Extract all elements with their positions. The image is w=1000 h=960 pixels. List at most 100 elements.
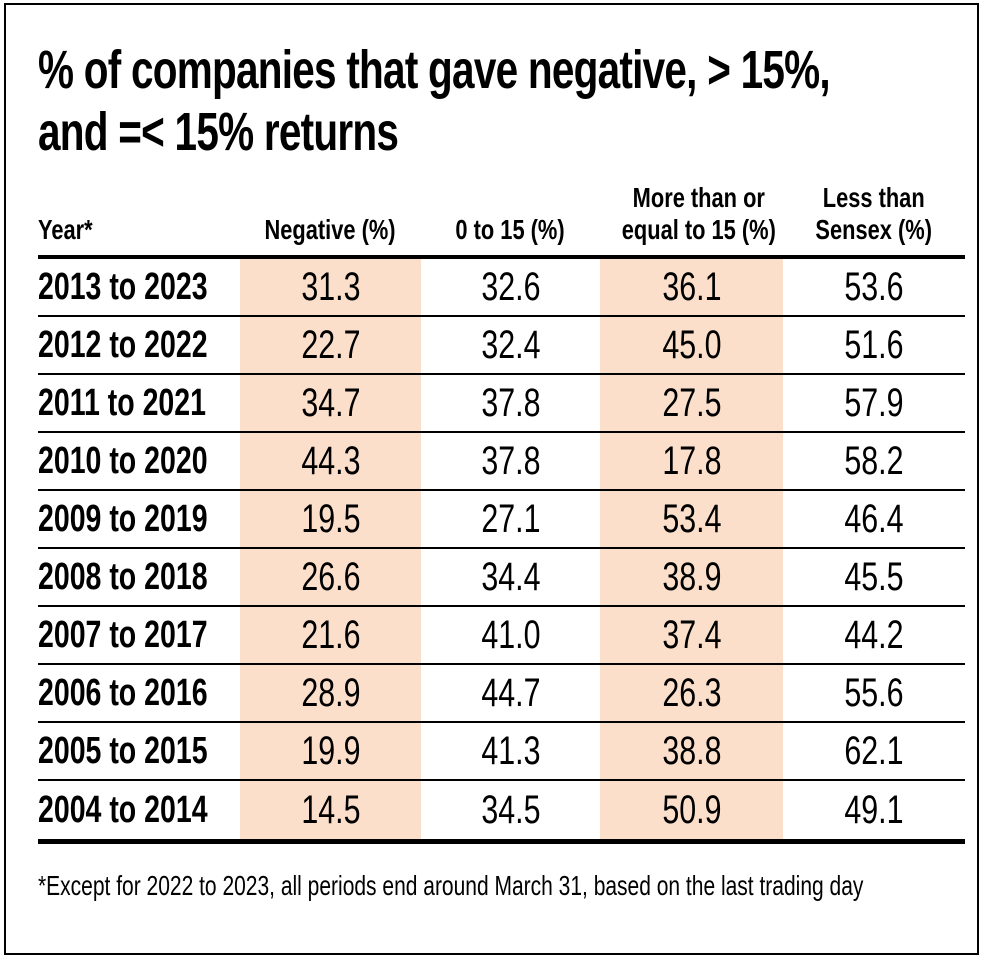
table-row: 2007 to 2017 21.6 41.0 37.4 44.2 [38,607,965,665]
value-cell: 55.6 [783,665,965,721]
value-text: 19.9 [300,728,361,773]
column-header-negative: Negative (%) [240,214,421,246]
value-text: 31.3 [300,264,361,309]
value-text: 49.1 [844,787,904,832]
year-cell: 2008 to 2018 [38,549,240,605]
value-text: 44.3 [300,438,361,483]
value-cell: 51.6 [783,317,965,373]
year-cell: 2005 to 2015 [38,723,240,779]
value-text: 14.5 [300,787,361,832]
table-row: 2013 to 2023 31.3 32.6 36.1 53.6 [38,259,965,317]
year-label: 2009 to 2019 [38,497,208,540]
column-header-year: Year* [38,214,240,246]
year-label: 2010 to 2020 [38,439,208,482]
table-row: 2011 to 2021 34.7 37.8 27.5 57.9 [38,375,965,433]
value-text: 34.5 [480,787,541,832]
value-text: 45.5 [844,554,904,599]
table-row: 2010 to 2020 44.3 37.8 17.8 58.2 [38,433,965,491]
column-header-gte-15-line1: More than or [632,182,765,213]
value-cell: 58.2 [783,433,965,489]
value-text: 41.0 [480,612,541,657]
value-cell: 26.6 [240,549,421,605]
table-row: 2006 to 2016 28.9 44.7 26.3 55.6 [38,665,965,723]
footnote: *Except for 2022 to 2023, all periods en… [38,870,965,902]
year-label: 2012 to 2022 [38,323,208,366]
value-text: 38.8 [661,728,722,773]
table-body: 2013 to 2023 31.3 32.6 36.1 53.6 2012 to 2022… [38,259,965,844]
value-text: 62.1 [844,728,904,773]
value-cell: 41.0 [421,607,600,663]
value-text: 32.4 [480,322,541,367]
year-cell: 2006 to 2016 [38,665,240,721]
year-label: 2013 to 2023 [38,265,208,308]
value-cell: 41.3 [421,723,600,779]
year-label: 2004 to 2014 [38,788,208,831]
value-cell: 38.8 [600,723,783,779]
value-cell: 21.6 [240,607,421,663]
column-header-gte-15-line2: equal to 15 (%) [621,214,776,245]
year-cell: 2013 to 2023 [38,259,240,315]
year-label: 2005 to 2015 [38,729,208,772]
value-cell: 31.3 [240,259,421,315]
year-cell: 2004 to 2014 [38,781,240,839]
value-cell: 57.9 [783,375,965,431]
value-cell: 38.9 [600,549,783,605]
value-cell: 32.4 [421,317,600,373]
chart-title: % of companies that gave negative, > 15%… [38,39,965,163]
value-cell: 37.8 [421,375,600,431]
value-cell: 49.1 [783,781,965,839]
year-label: 2006 to 2016 [38,671,208,714]
value-text: 45.0 [661,322,722,367]
table-body-rows: 2013 to 2023 31.3 32.6 36.1 53.6 2012 to 2022… [38,259,965,839]
year-cell: 2010 to 2020 [38,433,240,489]
value-text: 17.8 [661,438,722,483]
value-text: 46.4 [844,496,904,541]
value-text: 22.7 [300,322,361,367]
value-text: 26.3 [661,670,722,715]
year-cell: 2012 to 2022 [38,317,240,373]
value-cell: 32.6 [421,259,600,315]
value-text: 58.2 [844,438,904,483]
value-cell: 44.2 [783,607,965,663]
value-cell: 17.8 [600,433,783,489]
value-text: 41.3 [480,728,541,773]
value-cell: 34.5 [421,781,600,839]
table-row: 2009 to 2019 19.5 27.1 53.4 46.4 [38,491,965,549]
value-text: 53.4 [661,496,722,541]
value-text: 37.8 [480,438,541,483]
value-text: 55.6 [844,670,904,715]
value-cell: 37.4 [600,607,783,663]
value-text: 36.1 [661,264,722,309]
year-label: 2007 to 2017 [38,613,208,656]
value-cell: 34.7 [240,375,421,431]
highlight-band-negative [240,259,421,839]
year-label: 2011 to 2021 [38,381,206,424]
value-cell: 44.7 [421,665,600,721]
value-text: 34.7 [300,380,361,425]
value-text: 37.8 [480,380,541,425]
year-label: 2008 to 2018 [38,555,208,598]
column-header-0-to-15-line1: 0 to 15 (%) [455,214,566,245]
table-header-row: Year* Negative (%) 0 to 15 (%) More than [38,163,965,259]
column-header-year-line1: Year* [38,214,93,245]
value-cell: 19.9 [240,723,421,779]
value-text: 53.6 [844,264,904,309]
value-cell: 62.1 [783,723,965,779]
column-header-less-than-sensex: Less than Sensex (%) [783,182,965,246]
value-text: 32.6 [480,264,541,309]
highlight-band-gte-15 [600,259,783,839]
chart-title-line-2: and =< 15% returns [38,102,399,162]
value-text: 50.9 [661,787,722,832]
value-text: 27.5 [661,380,722,425]
value-cell: 36.1 [600,259,783,315]
value-cell: 45.5 [783,549,965,605]
year-cell: 2011 to 2021 [38,375,240,431]
chart-title-line-1: % of companies that gave negative, > 15%… [38,40,831,100]
value-cell: 53.6 [783,259,965,315]
value-cell: 46.4 [783,491,965,547]
returns-table: Year* Negative (%) 0 to 15 (%) More than [38,163,965,902]
value-text: 57.9 [844,380,904,425]
value-cell: 37.8 [421,433,600,489]
value-cell: 45.0 [600,317,783,373]
